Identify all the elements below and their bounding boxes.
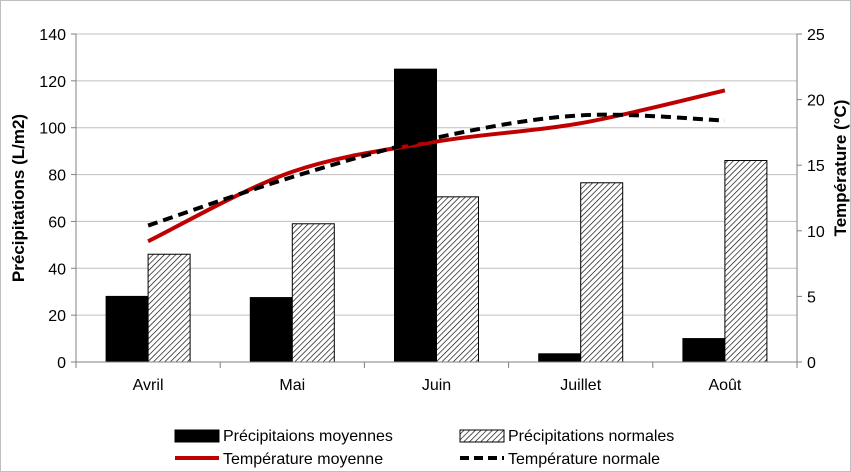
y-tick-label: 100 bbox=[39, 121, 66, 138]
y2-tick-label: 20 bbox=[807, 93, 825, 110]
y-tick-label: 20 bbox=[48, 308, 66, 325]
bar-precip-normales bbox=[436, 196, 479, 363]
x-tick-label: Août bbox=[708, 377, 741, 394]
legend-label: Température moyenne bbox=[223, 451, 383, 468]
line-temp-normale bbox=[147, 112, 725, 228]
bar-precip-moyennes bbox=[682, 338, 726, 363]
bar-precip-normales bbox=[147, 253, 191, 363]
axes bbox=[71, 33, 802, 368]
tick-labels: 0 20 40 60 80 100 120 140 0 5 10 15 20 25 Avril Mai Juin… bbox=[39, 27, 825, 394]
bar-precip-moyennes bbox=[105, 295, 149, 363]
y-tick-label: 120 bbox=[39, 74, 66, 91]
bar-precip-normales bbox=[724, 160, 768, 363]
legend-temp-normale: Température normale bbox=[460, 451, 660, 468]
x-tick-label: Juin bbox=[422, 377, 451, 394]
bar-precip-moyennes bbox=[394, 68, 437, 363]
y2-tick-label: 15 bbox=[807, 158, 825, 175]
lines bbox=[147, 88, 726, 244]
y2-tick-label: 25 bbox=[807, 27, 825, 44]
legend-temp-moyenne: Température moyenne bbox=[175, 451, 383, 468]
legend: Précipitaions moyennes Précipitations nor… bbox=[174, 428, 674, 468]
bar-precip-moyennes bbox=[249, 297, 293, 363]
y-tick-label: 80 bbox=[48, 168, 66, 185]
legend-label: Précipitaions moyennes bbox=[223, 428, 393, 445]
y-axis-title: Précipitations (L/m2) bbox=[9, 114, 28, 282]
y-tick-label: 60 bbox=[48, 214, 66, 231]
legend-label: Précipitations normales bbox=[508, 428, 674, 445]
x-tick-label: Avril bbox=[133, 377, 164, 394]
bar-precip-moyennes bbox=[538, 353, 582, 363]
legend-precip-moyennes: Précipitaions moyennes bbox=[174, 428, 393, 445]
y2-tick-label: 5 bbox=[807, 289, 816, 306]
y-tick-label: 40 bbox=[48, 261, 66, 278]
x-tick-label: Juillet bbox=[560, 377, 601, 394]
legend-swatch bbox=[459, 429, 505, 443]
x-tick-label: Mai bbox=[279, 377, 305, 394]
legend-swatch bbox=[174, 429, 220, 443]
y-tick-label: 0 bbox=[57, 355, 66, 372]
legend-precip-normales: Précipitations normales bbox=[459, 428, 674, 445]
bar-precip-normales bbox=[580, 182, 624, 363]
y2-axis-title: Température (°C) bbox=[831, 100, 850, 237]
bar-precip-normales bbox=[291, 223, 335, 363]
bars bbox=[105, 68, 768, 363]
y2-tick-label: 0 bbox=[807, 355, 816, 372]
y-tick-label: 140 bbox=[39, 27, 66, 44]
y2-tick-label: 10 bbox=[807, 224, 825, 241]
legend-label: Température normale bbox=[508, 451, 660, 468]
